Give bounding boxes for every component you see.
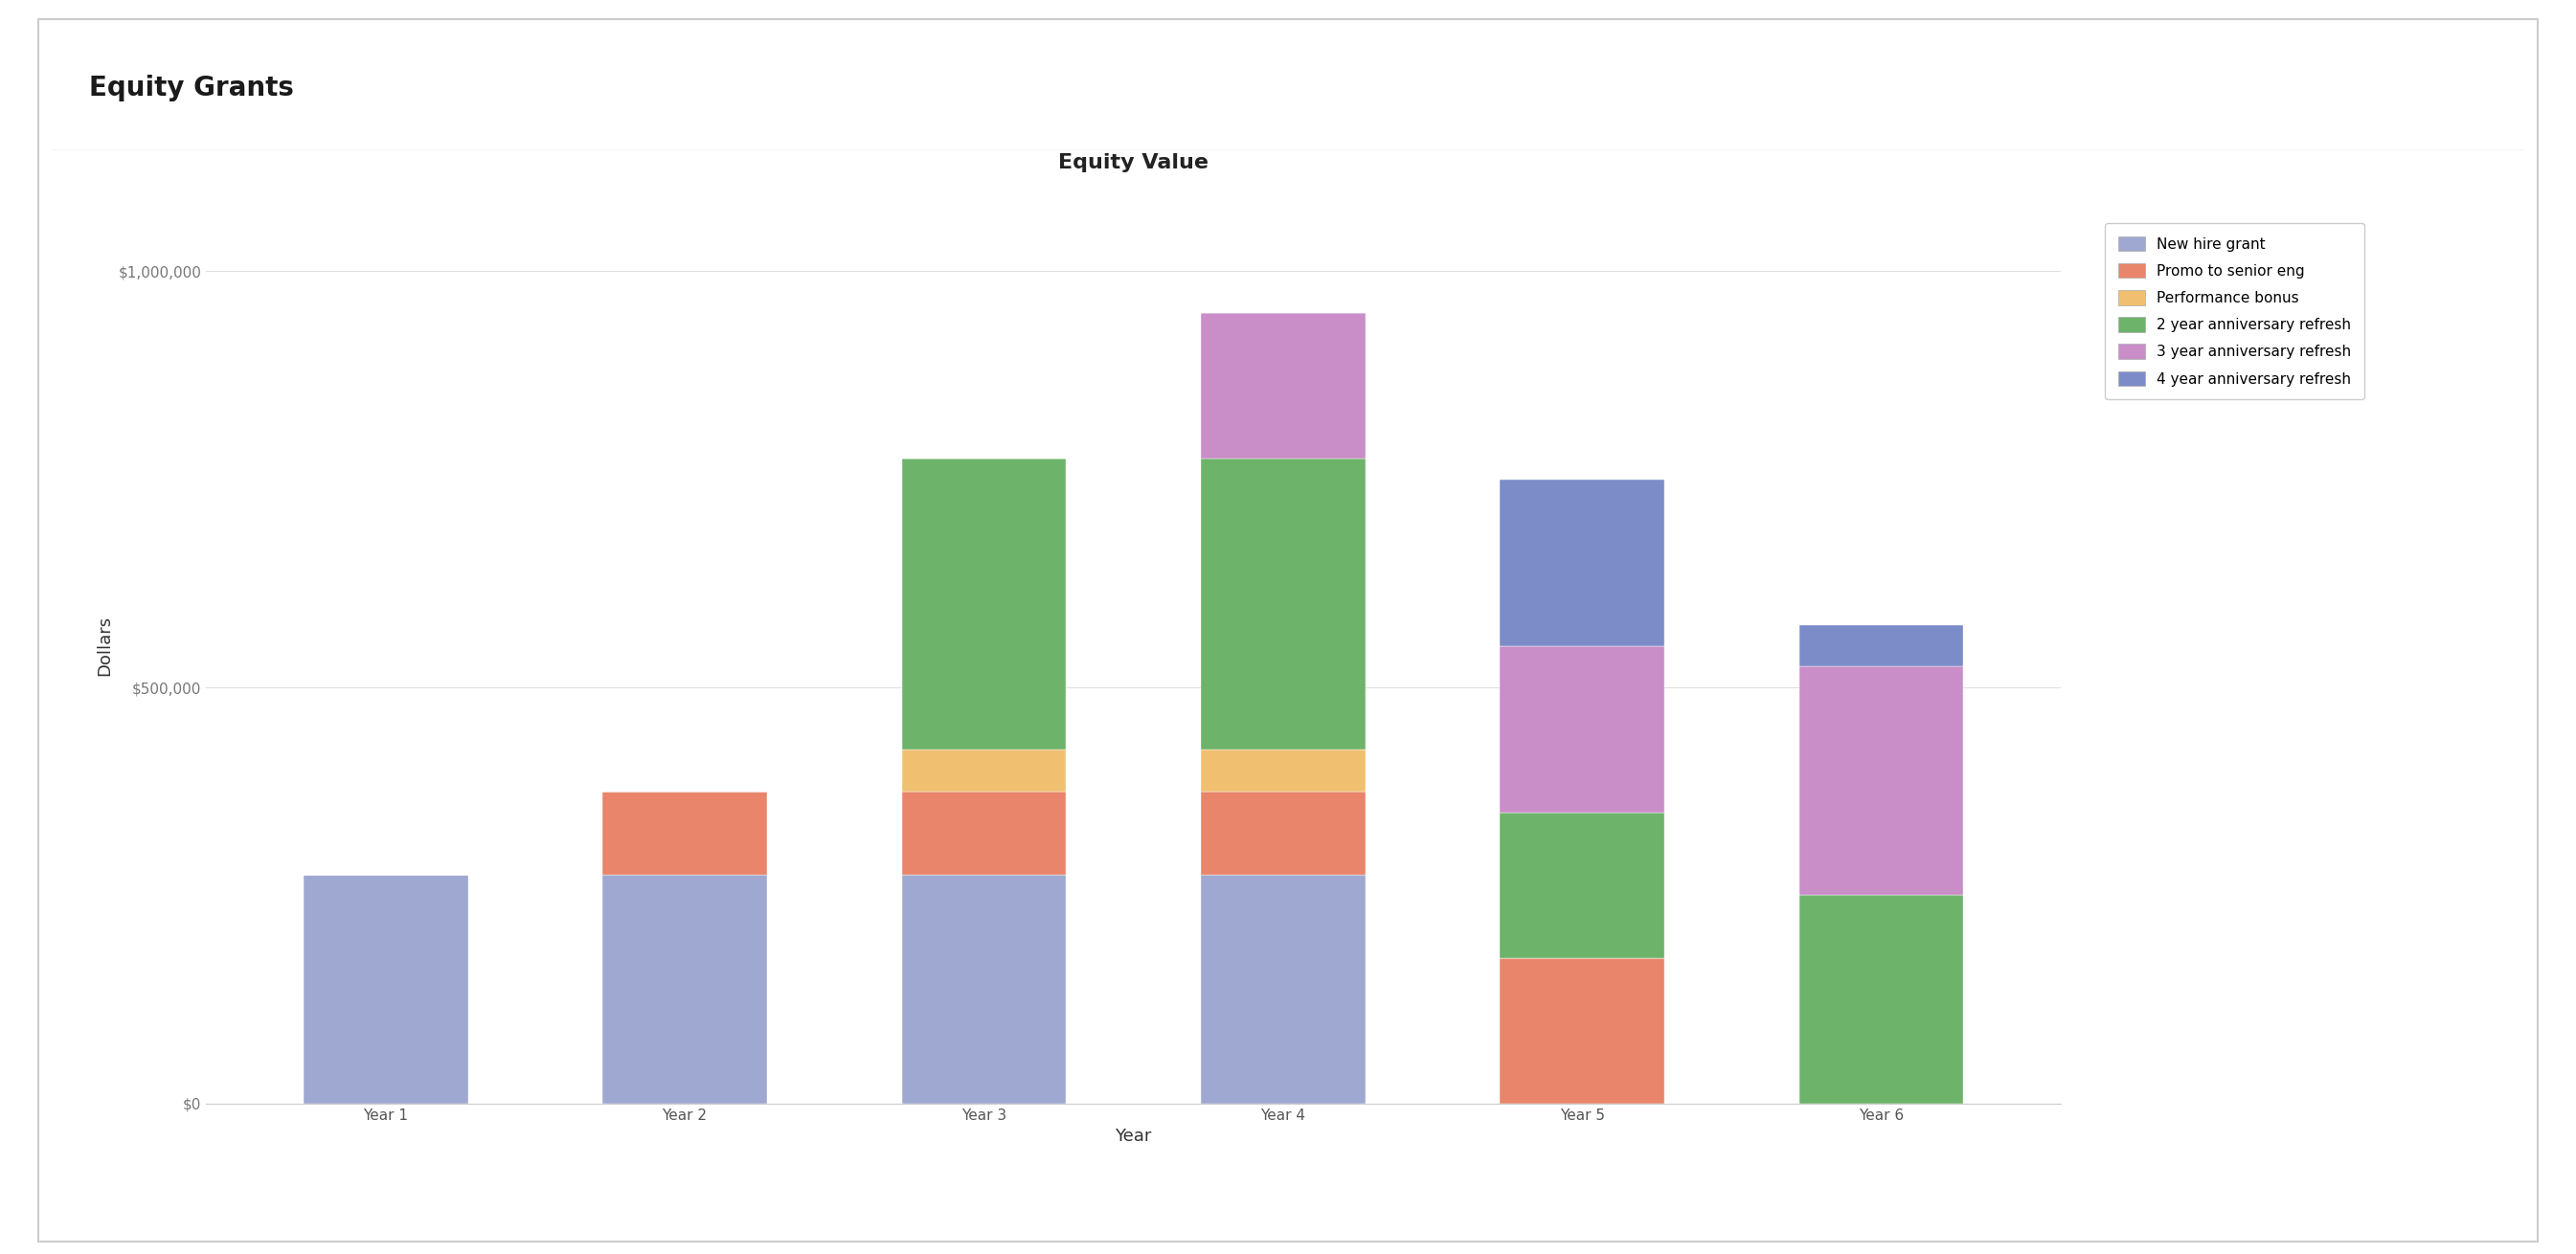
Bar (1499, 958, 1664, 1104)
Bar (1200, 459, 1365, 750)
Legend: New hire grant, Promo to senior eng, Performance bonus, 2 year anniversary refre: New hire grant, Promo to senior eng, Per… (2105, 223, 2365, 400)
Bar (1200, 875, 1365, 1104)
Bar (1200, 791, 1365, 875)
Bar (1200, 314, 1365, 459)
Bar (1798, 667, 1963, 895)
Bar (1798, 895, 1963, 1104)
Bar (902, 750, 1066, 791)
Bar (1798, 624, 1963, 667)
Y-axis label: Dollars: Dollars (95, 616, 113, 676)
Bar (1200, 750, 1365, 791)
Bar (603, 875, 768, 1104)
Bar (902, 791, 1066, 875)
Bar (1499, 646, 1664, 813)
Title: Equity Value: Equity Value (1059, 153, 1208, 172)
Text: Equity Grants: Equity Grants (88, 74, 294, 102)
Bar (902, 875, 1066, 1104)
Bar (304, 875, 469, 1104)
X-axis label: Year: Year (1115, 1127, 1151, 1145)
Bar (1499, 479, 1664, 646)
Bar (902, 459, 1066, 750)
Bar (1499, 813, 1664, 958)
Bar (603, 791, 768, 875)
